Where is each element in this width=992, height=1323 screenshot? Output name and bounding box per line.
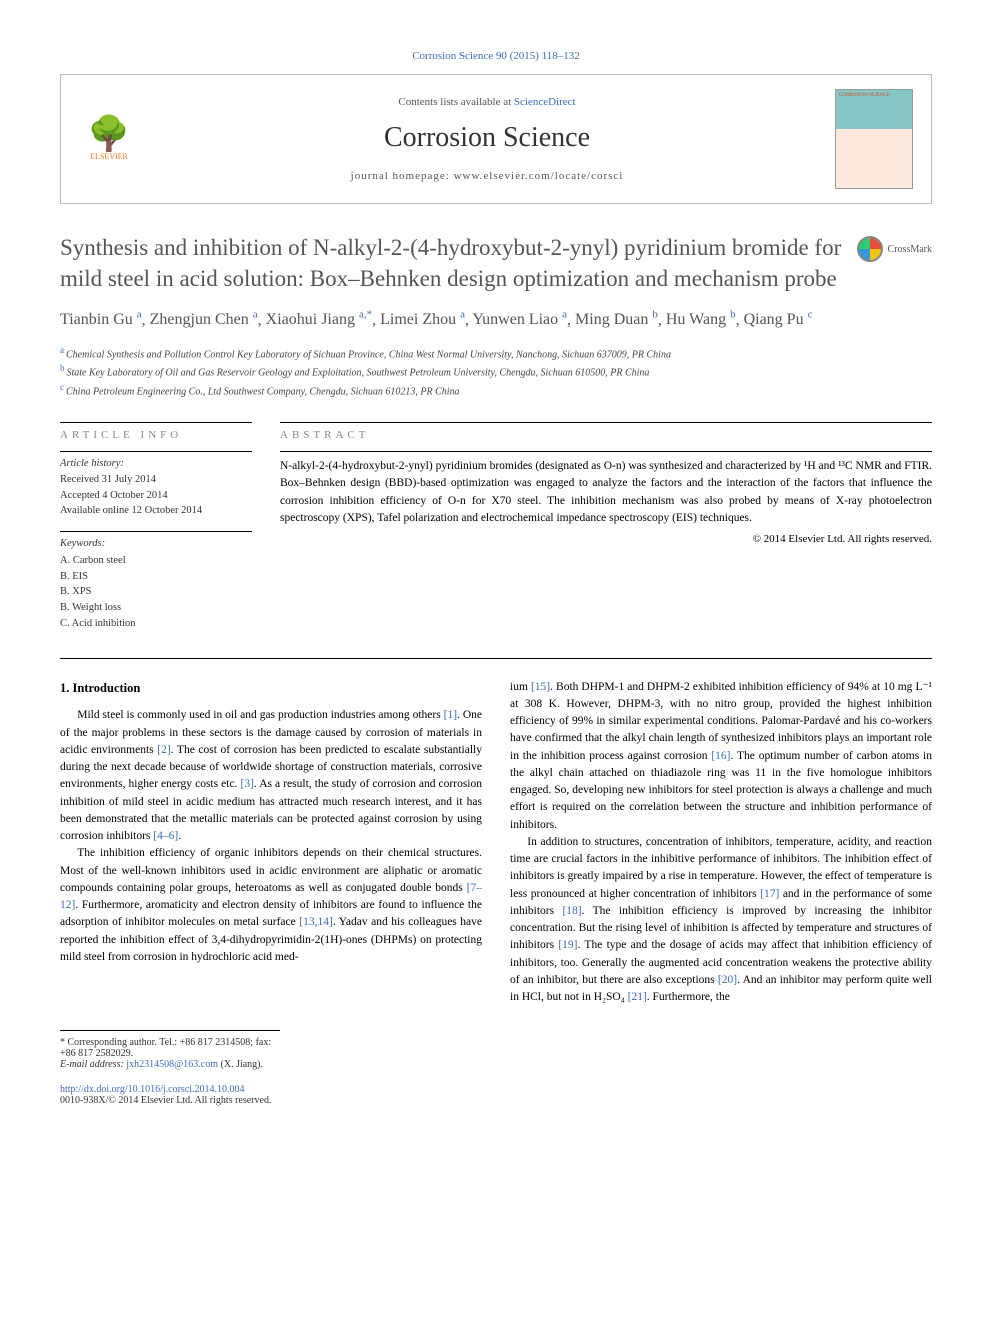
affiliation: aChemical Synthesis and Pollution Contro… <box>60 344 932 363</box>
homepage-url[interactable]: www.elsevier.com/locate/corsci <box>454 170 624 182</box>
keyword: A. Carbon steel <box>60 553 252 569</box>
ref-link[interactable]: [3] <box>241 778 254 790</box>
history-label: Article history: <box>60 456 252 472</box>
right-column: ium [15]. Both DHPM-1 and DHPM-2 exhibit… <box>510 679 932 1007</box>
author-list: Tianbin Gu a, Zhengjun Chen a, Xiaohui J… <box>60 308 932 332</box>
received-date: Received 31 July 2014 <box>60 472 252 488</box>
paragraph: ium [15]. Both DHPM-1 and DHPM-2 exhibit… <box>510 679 932 834</box>
abstract-text: N-alkyl-2-(4-hydroxybut-2-ynyl) pyridini… <box>280 458 932 527</box>
elsevier-logo[interactable]: 🌳 ELSEVIER <box>79 104 139 174</box>
journal-name: Corrosion Science <box>151 122 823 154</box>
crossmark-icon <box>857 236 883 262</box>
paragraph: The inhibition efficiency of organic inh… <box>60 845 482 966</box>
author: Limei Zhou a <box>380 311 465 328</box>
keyword: B. XPS <box>60 584 252 600</box>
citation: Corrosion Science 90 (2015) 118–132 <box>60 50 932 62</box>
email-label: E-mail address: <box>60 1059 126 1070</box>
contents-available: Contents lists available at ScienceDirec… <box>151 96 823 108</box>
keywords-label: Keywords: <box>60 536 252 552</box>
author: Xiaohui Jiang a,* <box>266 311 372 328</box>
footer: * Corresponding author. Tel.: +86 817 23… <box>60 1030 932 1106</box>
abstract: ABSTRACT N-alkyl-2-(4-hydroxybut-2-ynyl)… <box>280 418 932 632</box>
ref-link[interactable]: [15] <box>531 681 550 693</box>
section-heading: 1. Introduction <box>60 679 482 698</box>
ref-link[interactable]: [2] <box>157 744 170 756</box>
corr-contact: * Corresponding author. Tel.: +86 817 23… <box>60 1037 280 1059</box>
ref-link[interactable]: [18] <box>562 905 581 917</box>
author: Zhengjun Chen a <box>150 311 258 328</box>
author: Hu Wang b <box>666 311 736 328</box>
abstract-copyright: © 2014 Elsevier Ltd. All rights reserved… <box>280 533 932 545</box>
journal-cover-thumbnail[interactable]: CORROSION SCIENCE <box>835 89 913 189</box>
elsevier-tree-icon: 🌳 <box>88 118 130 152</box>
crossmark-label: CrossMark <box>888 244 932 255</box>
journal-homepage: journal homepage: www.elsevier.com/locat… <box>151 170 823 182</box>
article-title: Synthesis and inhibition of N-alkyl-2-(4… <box>60 232 845 294</box>
ref-link[interactable]: [20] <box>718 974 737 986</box>
ref-link[interactable]: [7–12] <box>60 882 482 911</box>
corresponding-author: * Corresponding author. Tel.: +86 817 23… <box>60 1030 280 1070</box>
body-columns: 1. Introduction Mild steel is commonly u… <box>60 679 932 1007</box>
ref-link[interactable]: [4–6] <box>153 830 178 842</box>
paragraph: In addition to structures, concentration… <box>510 834 932 1007</box>
author: Ming Duan b <box>575 311 658 328</box>
ref-link[interactable]: [1] <box>444 709 457 721</box>
accepted-date: Accepted 4 October 2014 <box>60 488 252 504</box>
issn-copyright: 0010-938X/© 2014 Elsevier Ltd. All right… <box>60 1095 932 1106</box>
author: Yunwen Liao a <box>472 311 567 328</box>
left-column: 1. Introduction Mild steel is commonly u… <box>60 679 482 1007</box>
affiliation: cChina Petroleum Engineering Co., Ltd So… <box>60 381 932 400</box>
sciencedirect-link[interactable]: ScienceDirect <box>514 96 576 108</box>
online-date: Available online 12 October 2014 <box>60 503 252 519</box>
abstract-heading: ABSTRACT <box>280 429 932 441</box>
article-info-heading: ARTICLE INFO <box>60 429 252 441</box>
author: Tianbin Gu a <box>60 311 142 328</box>
ref-link[interactable]: [13,14] <box>299 916 333 928</box>
corr-email[interactable]: jxh2314508@163.com <box>126 1059 218 1070</box>
ref-link[interactable]: [21] <box>628 991 647 1003</box>
ref-link[interactable]: [19] <box>558 939 577 951</box>
article-info: ARTICLE INFO Article history: Received 3… <box>60 418 280 632</box>
journal-header: 🌳 ELSEVIER Contents lists available at S… <box>60 74 932 204</box>
ref-link[interactable]: [16] <box>711 750 730 762</box>
affiliations: aChemical Synthesis and Pollution Contro… <box>60 344 932 400</box>
keyword: B. Weight loss <box>60 600 252 616</box>
author: Qiang Pu c <box>744 311 813 328</box>
keyword: B. EIS <box>60 569 252 585</box>
doi-link[interactable]: http://dx.doi.org/10.1016/j.corsci.2014.… <box>60 1084 932 1095</box>
crossmark-badge[interactable]: CrossMark <box>857 236 932 262</box>
keyword: C. Acid inhibition <box>60 616 252 632</box>
publisher-name: ELSEVIER <box>90 152 128 161</box>
paragraph: Mild steel is commonly used in oil and g… <box>60 707 482 845</box>
affiliation: bState Key Laboratory of Oil and Gas Res… <box>60 362 932 381</box>
corr-name: (X. Jiang). <box>218 1059 263 1070</box>
ref-link[interactable]: [17] <box>760 888 779 900</box>
